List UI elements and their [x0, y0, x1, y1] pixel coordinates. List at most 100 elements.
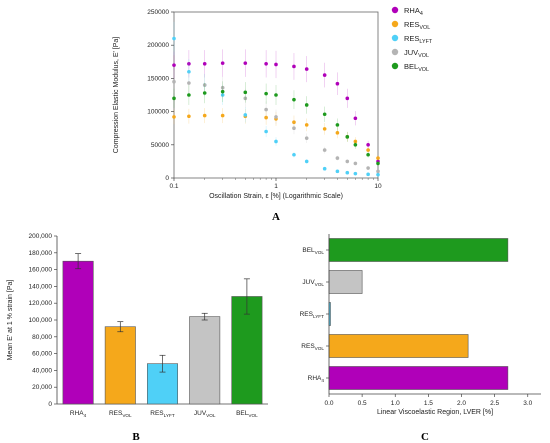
b-ytick-label: 20,000	[32, 384, 52, 391]
b-xtick-label: RESLYFT	[150, 410, 175, 418]
c-xtick-label: 2.5	[490, 400, 499, 407]
c-ytick-label: JUVVOL	[302, 279, 324, 287]
bar	[189, 316, 221, 405]
panel-label-b: B	[132, 431, 140, 443]
data-point	[335, 81, 340, 86]
data-point	[274, 115, 278, 119]
data-point	[304, 136, 309, 140]
legend-label: RHA4	[404, 6, 423, 17]
a-ytick-label: 150000	[147, 75, 169, 82]
data-point	[172, 63, 176, 67]
data-point	[353, 171, 358, 176]
data-point	[353, 116, 358, 121]
a-ylabel: Compression Elastic Modulus, E' [Pa]	[113, 37, 120, 154]
c-xtick-label: 1.0	[391, 400, 400, 407]
data-point	[292, 120, 296, 125]
data-point	[366, 143, 370, 147]
b-ytick-label: 180,000	[29, 250, 53, 257]
data-point	[264, 61, 268, 66]
b-ytick-label: 200,000	[29, 233, 53, 240]
legend-marker	[391, 6, 399, 14]
bar	[328, 334, 469, 358]
legend-a: RHA4 RESVOL RESLYFT JUVVOL BELVOL	[391, 6, 433, 73]
data-point	[322, 127, 327, 131]
data-point	[274, 93, 278, 97]
data-point	[304, 159, 309, 164]
data-point	[220, 89, 225, 94]
c-xlabel: Linear Viscoelastic Region, LVER [%]	[377, 409, 493, 416]
data-point	[366, 166, 370, 170]
data-point	[304, 123, 309, 127]
data-point	[335, 123, 340, 127]
data-point	[335, 169, 340, 174]
legend-marker	[391, 62, 399, 70]
data-point	[202, 83, 207, 87]
data-point	[304, 103, 309, 107]
c-xtick-label: 0.0	[324, 400, 333, 407]
b-ytick-label: 0	[48, 401, 52, 408]
chart-b: 0 20,000 40,000 60,000 80,000 100,000 120,000 1…	[7, 233, 268, 443]
data-point	[264, 129, 268, 134]
c-xtick-label: 0.5	[358, 400, 367, 407]
panel-label-a: A	[272, 211, 280, 223]
data-point	[187, 61, 191, 66]
data-point	[366, 152, 370, 157]
data-point	[187, 69, 191, 74]
data-point	[274, 62, 278, 67]
c-xtick-label: 3.0	[523, 400, 532, 407]
a-xlabel: Oscillation Strain, ε [%] (Logarithmic S…	[209, 193, 343, 200]
a-xtick-label: 1	[274, 183, 278, 190]
panel-label-c: C	[421, 431, 429, 443]
a-ytick-label: 200000	[147, 42, 169, 49]
a-ytick-label: 100000	[147, 109, 169, 116]
series-juv-vol	[172, 70, 380, 174]
data-point	[187, 114, 191, 119]
series-bel-vol	[172, 81, 380, 166]
legend-label: JUVVOL	[404, 48, 429, 59]
data-point	[353, 143, 358, 147]
data-point	[202, 91, 207, 95]
c-xtick-label: 1.5	[424, 400, 433, 407]
b-xtick-label: RESVOL	[109, 410, 132, 418]
data-point	[376, 161, 380, 166]
chart-a: 0 50000 100000 150000 200000 250000 0.1 1 10 Co…	[113, 6, 433, 223]
data-point	[292, 97, 296, 102]
a-xtick-label: 10	[374, 183, 382, 190]
data-point	[335, 131, 340, 135]
data-point	[220, 85, 225, 90]
data-point	[243, 113, 248, 117]
b-xtick-label: JUVVOL	[194, 410, 216, 418]
legend-label: RESVOL	[404, 20, 430, 31]
b-ytick-label: 160,000	[29, 267, 53, 274]
chart-c: 0.0 0.5 1.0 1.5 2.0 2.5 3.0 BELVOL JUVVOL RESLYF…	[300, 234, 541, 443]
bar	[328, 238, 509, 262]
data-point	[172, 96, 176, 101]
b-xtick-label: BELVOL	[236, 410, 258, 418]
data-point	[322, 73, 327, 77]
data-point	[376, 172, 380, 177]
data-point	[353, 161, 358, 166]
c-ytick-label: RHA4	[308, 375, 325, 383]
data-point	[345, 159, 350, 164]
data-point	[202, 61, 207, 66]
data-point	[366, 172, 370, 177]
b-ytick-label: 60,000	[32, 351, 52, 358]
data-point	[345, 170, 350, 175]
data-point	[322, 148, 327, 152]
data-point	[366, 148, 370, 152]
data-point	[264, 91, 268, 96]
bar	[104, 326, 136, 405]
b-ytick-label: 80,000	[32, 334, 52, 341]
data-point	[335, 156, 340, 160]
data-point	[292, 152, 296, 157]
data-point	[172, 115, 176, 119]
data-point	[220, 61, 225, 65]
data-point	[220, 93, 225, 97]
data-point	[243, 61, 248, 65]
data-point	[345, 96, 350, 101]
data-point	[220, 113, 225, 118]
legend-label: RESLYFT	[404, 34, 433, 45]
data-point	[345, 135, 350, 139]
data-point	[264, 115, 268, 120]
bar	[328, 366, 509, 390]
